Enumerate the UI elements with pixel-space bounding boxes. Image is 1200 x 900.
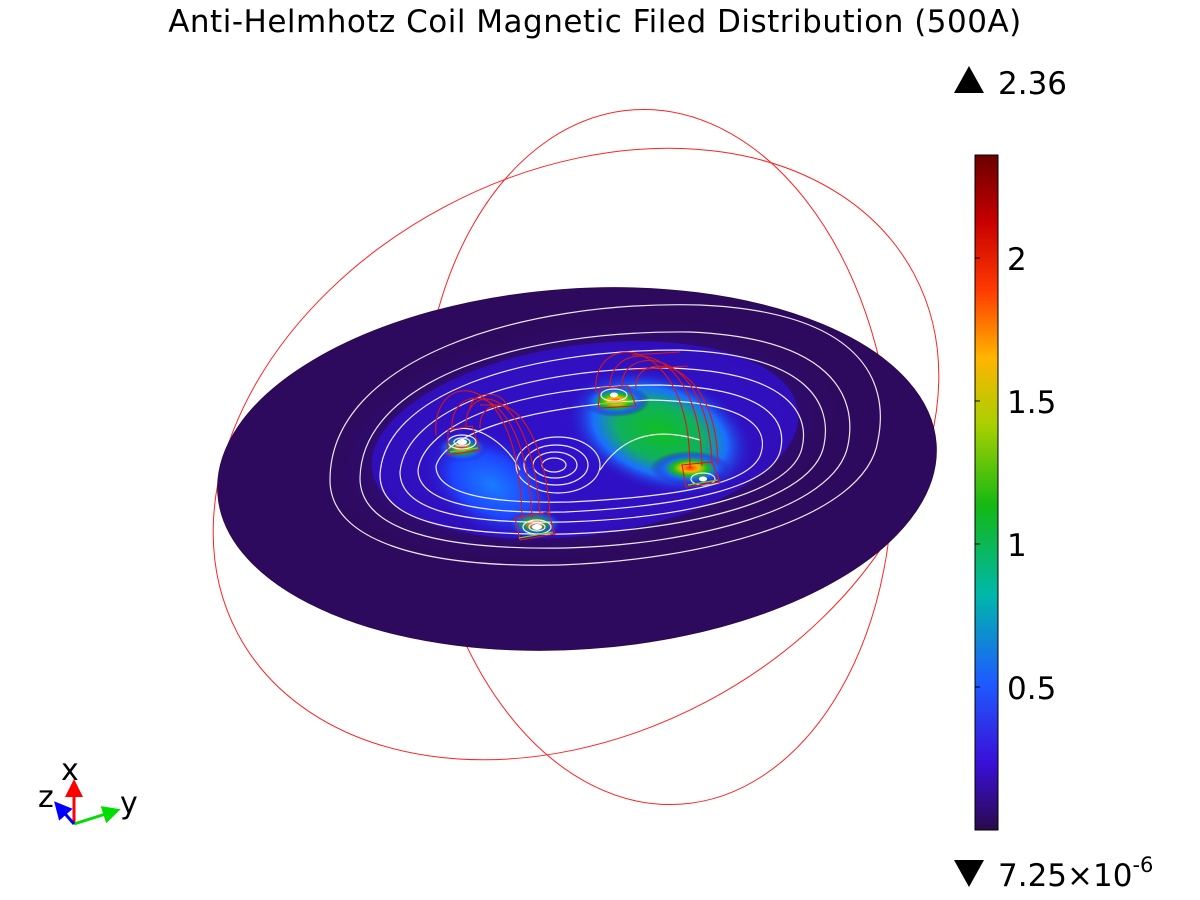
colorbar: 2 1.5 1 0.5 2.36 7.25×10-6 [954,66,1153,894]
coil-top-edges [449,401,719,539]
plot-title: Anti-Helmhotz Coil Magnetic Filed Distri… [168,4,1022,40]
coil-centers [457,392,707,530]
colorbar-min-label: 7.25×10-6 [998,853,1153,894]
max-indicator-icon [954,66,984,93]
y-axis-label: y [120,786,138,821]
coil-wireframes [435,351,721,541]
colorbar-max-label: 2.36 [998,66,1067,102]
z-axis-arrow [54,801,76,825]
colorbar-tick-label: 2 [1007,242,1027,278]
colorbar-tick-label: 1 [1007,528,1027,564]
axes-triad: x y z [38,753,138,826]
boundary-ring-tilted [212,147,940,761]
colorbar-gradient [974,154,999,831]
colorbar-tick-label: 1.5 [1007,385,1056,421]
min-indicator-icon [954,860,984,887]
colorbar-ticks: 2 1.5 1 0.5 [975,242,1056,707]
colorbar-tick-label: 0.5 [1007,671,1056,707]
y-axis-arrow [73,806,121,826]
field-plane [217,287,937,651]
contour-lines [329,304,881,566]
z-axis-label: z [38,780,54,815]
x-axis-label: x [61,753,79,788]
